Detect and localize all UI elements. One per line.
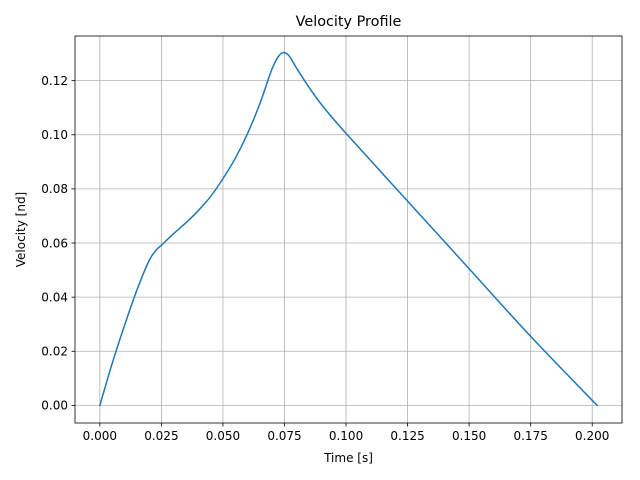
y-tick-label: 0.06 [41, 236, 68, 250]
y-tick-label: 0.00 [41, 399, 68, 413]
y-tick-label: 0.02 [41, 345, 68, 359]
x-tick-label: 0.200 [575, 429, 609, 443]
x-tick-label: 0.125 [390, 429, 424, 443]
x-tick-label: 0.000 [83, 429, 117, 443]
y-tick-label: 0.04 [41, 290, 68, 304]
grid [75, 36, 622, 423]
x-axis-label: Time [s] [323, 451, 373, 465]
x-tick-label: 0.150 [452, 429, 486, 443]
x-tick-label: 0.025 [144, 429, 178, 443]
plot-frame [74, 35, 623, 424]
x-tick-label: 0.175 [513, 429, 547, 443]
y-tick-label: 0.12 [41, 74, 68, 88]
y-tick-label: 0.08 [41, 182, 68, 196]
series-layer [98, 51, 599, 407]
x-tick-label: 0.100 [329, 429, 363, 443]
y-axis-label: Velocity [nd] [14, 192, 28, 267]
chart-title: Velocity Profile [296, 14, 402, 30]
x-tick-label: 0.075 [267, 429, 301, 443]
y-tick-label: 0.10 [41, 128, 68, 142]
ticks: 0.000 0.025 0.050 0.075 0.100 0.125 0.150 0.175… [41, 74, 609, 443]
series-line [98, 51, 599, 407]
x-tick-label: 0.050 [206, 429, 240, 443]
